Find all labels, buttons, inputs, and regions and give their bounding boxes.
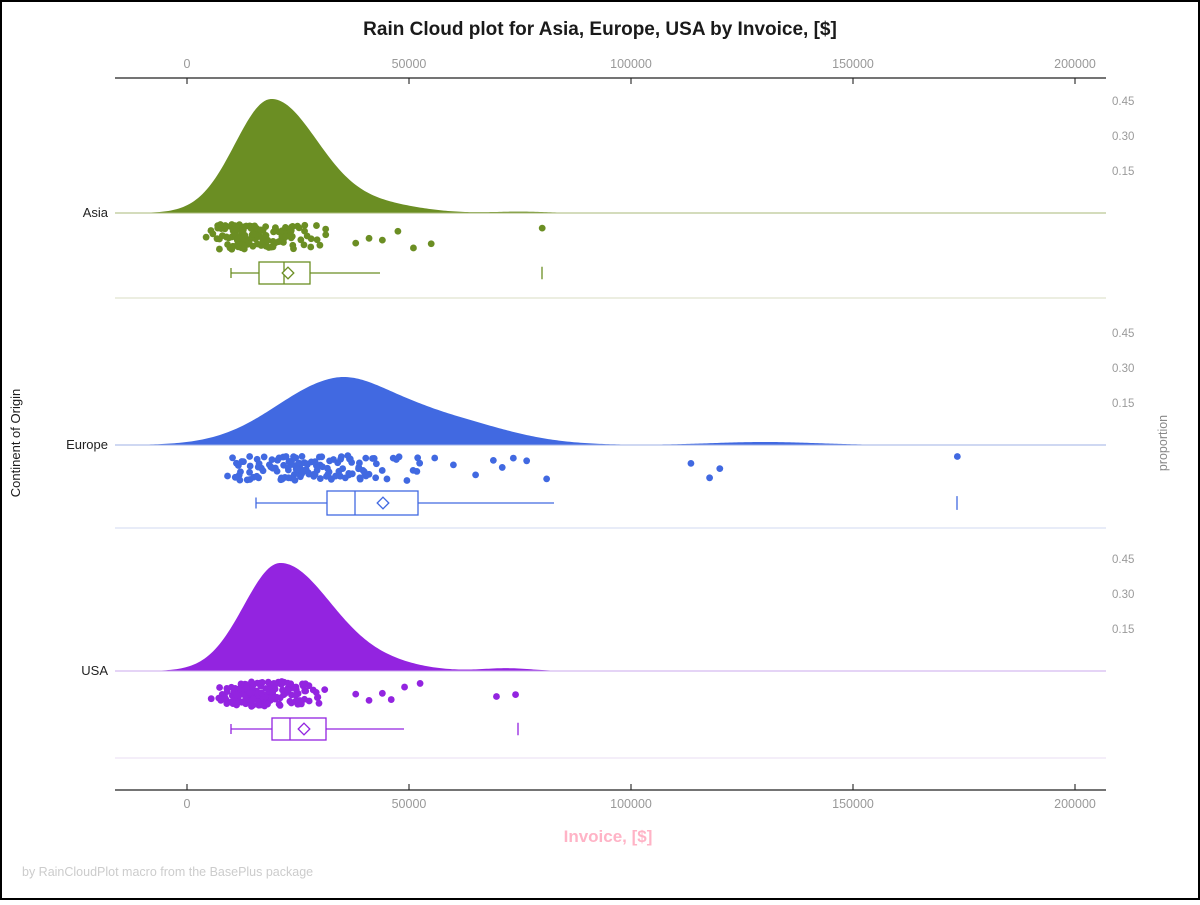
svg-text:50000: 50000 bbox=[392, 57, 427, 71]
svg-text:Invoice, [$]: Invoice, [$] bbox=[564, 827, 653, 846]
svg-text:0: 0 bbox=[184, 57, 191, 71]
svg-text:0.45: 0.45 bbox=[1112, 328, 1134, 340]
svg-text:150000: 150000 bbox=[832, 797, 874, 811]
svg-text:50000: 50000 bbox=[392, 797, 427, 811]
svg-text:Continent of Origin: Continent of Origin bbox=[8, 389, 23, 497]
svg-text:0.15: 0.15 bbox=[1112, 624, 1134, 636]
svg-text:100000: 100000 bbox=[610, 57, 652, 71]
svg-text:proportion: proportion bbox=[1156, 415, 1170, 471]
svg-text:Asia: Asia bbox=[83, 205, 109, 220]
svg-text:100000: 100000 bbox=[610, 797, 652, 811]
svg-text:200000: 200000 bbox=[1054, 797, 1096, 811]
svg-text:0.30: 0.30 bbox=[1112, 131, 1134, 143]
svg-text:0.15: 0.15 bbox=[1112, 166, 1134, 178]
svg-text:150000: 150000 bbox=[832, 57, 874, 71]
svg-text:0.15: 0.15 bbox=[1112, 398, 1134, 410]
svg-text:200000: 200000 bbox=[1054, 57, 1096, 71]
svg-text:0: 0 bbox=[184, 797, 191, 811]
svg-text:0.45: 0.45 bbox=[1112, 96, 1134, 108]
svg-text:by RainCloudPlot macro from th: by RainCloudPlot macro from the BasePlus… bbox=[22, 865, 313, 879]
svg-text:0.30: 0.30 bbox=[1112, 589, 1134, 601]
svg-text:0.30: 0.30 bbox=[1112, 363, 1134, 375]
svg-text:0.45: 0.45 bbox=[1112, 554, 1134, 566]
svg-text:USA: USA bbox=[81, 663, 108, 678]
svg-text:Rain Cloud plot for Asia, Euro: Rain Cloud plot for Asia, Europe, USA by… bbox=[363, 19, 837, 40]
svg-text:Europe: Europe bbox=[66, 437, 108, 452]
